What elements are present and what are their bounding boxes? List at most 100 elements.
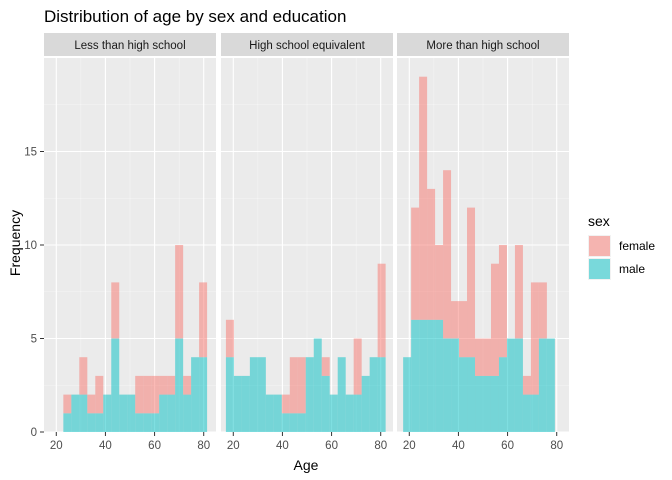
bar-male bbox=[249, 357, 258, 432]
bar-female bbox=[475, 338, 483, 376]
bar-male bbox=[167, 394, 176, 432]
bar-male bbox=[546, 338, 555, 432]
facet-strip bbox=[44, 33, 216, 56]
bar-female bbox=[225, 319, 234, 358]
legend-swatch bbox=[589, 236, 610, 256]
bar-male bbox=[427, 319, 436, 432]
bar-male bbox=[435, 319, 444, 432]
bar-male bbox=[63, 413, 72, 432]
legend-title: sex bbox=[588, 213, 610, 229]
bar-female bbox=[289, 357, 298, 414]
bar-male bbox=[175, 338, 184, 432]
y-axis-title: Frequency bbox=[7, 210, 23, 276]
bar-male bbox=[459, 357, 468, 432]
bar-male bbox=[530, 394, 539, 432]
y-tick-label: 10 bbox=[24, 240, 37, 252]
bar-male bbox=[337, 357, 346, 432]
bar-male bbox=[127, 394, 136, 432]
bar-male bbox=[95, 413, 104, 432]
bar-female bbox=[183, 375, 192, 395]
bar-male bbox=[87, 413, 96, 432]
bar-male bbox=[377, 357, 386, 432]
x-tick-label: 40 bbox=[276, 440, 289, 452]
bar-male bbox=[151, 413, 160, 432]
bar-male bbox=[265, 394, 274, 432]
bar-male bbox=[225, 357, 234, 432]
x-tick-label: 60 bbox=[148, 440, 161, 452]
bar-male bbox=[159, 394, 168, 432]
bar-male bbox=[241, 375, 250, 432]
bar-female bbox=[530, 282, 539, 395]
bar-male bbox=[475, 375, 483, 432]
bar-female bbox=[459, 301, 468, 358]
bar-female bbox=[498, 245, 507, 358]
x-tick-label: 80 bbox=[197, 440, 210, 452]
bar-female bbox=[63, 394, 72, 414]
bar-female bbox=[522, 375, 531, 395]
bar-male bbox=[313, 338, 322, 432]
bar-male bbox=[233, 375, 242, 432]
x-tick-label: 20 bbox=[227, 440, 240, 452]
bar-female bbox=[281, 394, 290, 414]
bar-male bbox=[305, 357, 314, 432]
facet-strip bbox=[221, 33, 393, 56]
bar-male bbox=[143, 413, 152, 432]
y-tick-label: 5 bbox=[31, 334, 37, 346]
bar-male bbox=[467, 357, 476, 432]
bar-male bbox=[289, 413, 298, 432]
bar-male bbox=[119, 394, 128, 432]
facet-strip-label: High school equivalent bbox=[249, 40, 366, 52]
bar-male bbox=[191, 357, 200, 432]
x-axis-title: Age bbox=[294, 457, 319, 473]
x-tick-label: 40 bbox=[99, 440, 112, 452]
bar-male bbox=[257, 357, 266, 432]
bar-female bbox=[353, 338, 362, 395]
bar-male bbox=[199, 357, 208, 432]
bar-female bbox=[79, 357, 88, 395]
bar-male bbox=[297, 413, 306, 432]
bar-female bbox=[435, 245, 444, 320]
bar-female bbox=[490, 263, 499, 376]
bar-male bbox=[538, 338, 547, 432]
facet-strip-label: Less than high school bbox=[74, 40, 185, 52]
bar-male bbox=[353, 394, 362, 432]
bar-female bbox=[199, 282, 208, 358]
x-tick-label: 80 bbox=[550, 440, 563, 452]
legend-label: female bbox=[619, 239, 655, 253]
facet-strip bbox=[397, 33, 569, 56]
bar-female bbox=[135, 375, 144, 414]
bar-male bbox=[103, 394, 112, 432]
facet-strip-label: More than high school bbox=[426, 40, 539, 52]
y-tick-label: 15 bbox=[24, 147, 37, 159]
bar-female bbox=[538, 282, 547, 339]
bar-male bbox=[71, 394, 80, 432]
bar-male bbox=[490, 375, 499, 432]
x-tick-label: 80 bbox=[374, 440, 387, 452]
bar-female bbox=[483, 338, 491, 376]
bar-female bbox=[427, 188, 436, 320]
bar-male bbox=[403, 357, 412, 432]
bar-male bbox=[419, 319, 428, 432]
bar-male bbox=[483, 375, 491, 432]
bar-female bbox=[87, 394, 96, 414]
legend-swatch bbox=[589, 259, 610, 279]
bar-male bbox=[135, 413, 144, 432]
bar-male bbox=[321, 375, 330, 432]
facet-panel: High school equivalent 20 40 60 80 bbox=[221, 33, 393, 452]
bar-female bbox=[411, 207, 420, 320]
bar-female bbox=[321, 357, 330, 376]
bar-male bbox=[514, 338, 523, 432]
bar-male bbox=[111, 338, 120, 432]
bar-male bbox=[273, 394, 282, 432]
bar-female bbox=[419, 76, 428, 320]
bar-male bbox=[183, 394, 192, 432]
x-tick-label: 40 bbox=[452, 440, 465, 452]
x-tick-label: 20 bbox=[50, 440, 63, 452]
legend-label: male bbox=[619, 262, 645, 276]
bar-female bbox=[167, 375, 176, 395]
bar-male bbox=[411, 319, 420, 432]
bar-female bbox=[443, 170, 452, 339]
bar-male bbox=[443, 338, 452, 432]
facet-panel: Less than high school 20 40 60 80 0 5 10 15 bbox=[24, 33, 216, 452]
